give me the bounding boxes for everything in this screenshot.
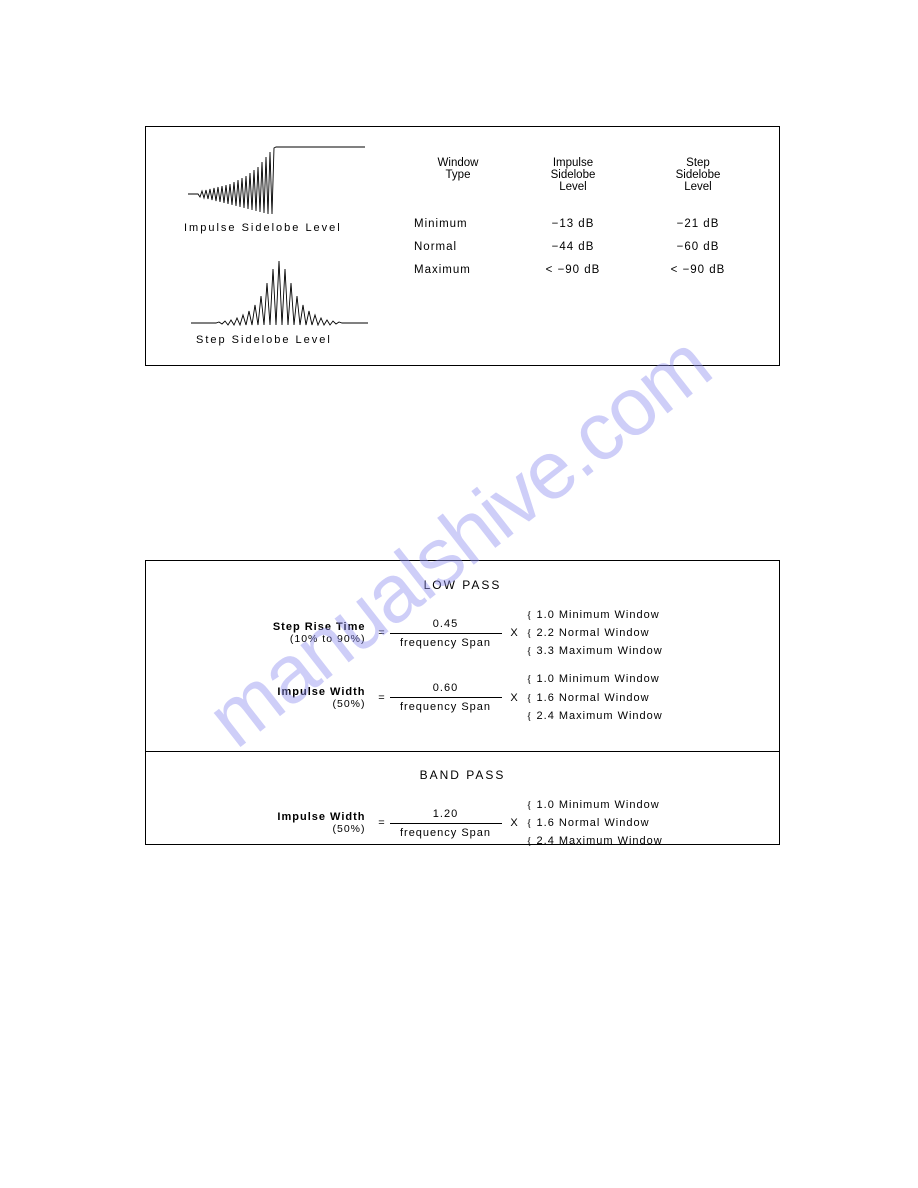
window-option: { 1.0 Minimum Window — [527, 606, 692, 624]
table-cell: Maximum — [408, 264, 508, 276]
formula-row: Impulse Width(50%)=1.20frequency SpanX{ … — [146, 796, 779, 850]
denominator: frequency Span — [390, 634, 502, 649]
hdr-impulse-level: ImpulseSidelobeLevel — [508, 157, 638, 193]
denominator: frequency Span — [390, 698, 502, 713]
window-option: { 2.4 Maximum Window — [527, 707, 692, 725]
window-list: { 1.0 Minimum Window{ 1.6 Normal Window{… — [527, 670, 692, 724]
formula-row: Step Rise Time(10% to 90%)=0.45frequency… — [146, 606, 779, 660]
table-cell: < −90 dB — [638, 264, 758, 276]
table-row: Maximum< −90 dB< −90 dB — [408, 264, 758, 276]
lowpass-title: LOW PASS — [146, 578, 779, 592]
impulse-waveform-label: Impulse Sidelobe Level — [184, 222, 342, 234]
window-option: { 2.2 Normal Window — [527, 624, 692, 642]
window-list: { 1.0 Minimum Window{ 2.2 Normal Window{… — [527, 606, 692, 660]
table-cell: −60 dB — [638, 241, 758, 253]
window-option: { 3.3 Maximum Window — [527, 642, 692, 660]
window-list: { 1.0 Minimum Window{ 1.6 Normal Window{… — [527, 796, 692, 850]
step-waveform-label: Step Sidelobe Level — [196, 334, 332, 346]
window-option: { 2.4 Maximum Window — [527, 832, 692, 850]
multiply: X — [502, 817, 527, 829]
sidelobe-table: WindowType ImpulseSidelobeLevel StepSide… — [408, 157, 758, 287]
equals: = — [374, 817, 390, 829]
formula-label: Impulse Width(50%) — [234, 811, 374, 835]
table-cell: −13 dB — [508, 218, 638, 230]
bandpass-title: BAND PASS — [146, 768, 779, 782]
multiply: X — [502, 627, 527, 639]
table-cell: −44 dB — [508, 241, 638, 253]
table-row: Normal−44 dB−60 dB — [408, 241, 758, 253]
numerator: 1.20 — [390, 808, 502, 824]
formula-label: Impulse Width(50%) — [234, 686, 374, 710]
formula-row: Impulse Width(50%)=0.60frequency SpanX{ … — [146, 670, 779, 724]
window-option: { 1.6 Normal Window — [527, 814, 692, 832]
window-option: { 1.6 Normal Window — [527, 689, 692, 707]
formula-label: Step Rise Time(10% to 90%) — [234, 621, 374, 645]
window-option: { 1.0 Minimum Window — [527, 796, 692, 814]
denominator: frequency Span — [390, 824, 502, 839]
impulse-waveform — [188, 142, 368, 219]
fraction: 0.60frequency Span — [390, 682, 502, 713]
numerator: 0.60 — [390, 682, 502, 698]
table-cell: −21 dB — [638, 218, 758, 230]
table-cell: Minimum — [408, 218, 508, 230]
table-cell: Normal — [408, 241, 508, 253]
multiply: X — [502, 692, 527, 704]
table-row: Minimum−13 dB−21 dB — [408, 218, 758, 230]
window-option: { 1.0 Minimum Window — [527, 670, 692, 688]
table-cell: < −90 dB — [508, 264, 638, 276]
fraction: 1.20frequency Span — [390, 808, 502, 839]
panel-sidelobe: Impulse Sidelobe Level Step Sidelobe Lev… — [145, 126, 780, 366]
hdr-window-type: WindowType — [408, 157, 508, 193]
panel-formulas: LOW PASS Step Rise Time(10% to 90%)=0.45… — [145, 560, 780, 845]
numerator: 0.45 — [390, 618, 502, 634]
hdr-step-level: StepSidelobeLevel — [638, 157, 758, 193]
fraction: 0.45frequency Span — [390, 618, 502, 649]
equals: = — [374, 627, 390, 639]
step-waveform — [191, 254, 371, 331]
equals: = — [374, 692, 390, 704]
